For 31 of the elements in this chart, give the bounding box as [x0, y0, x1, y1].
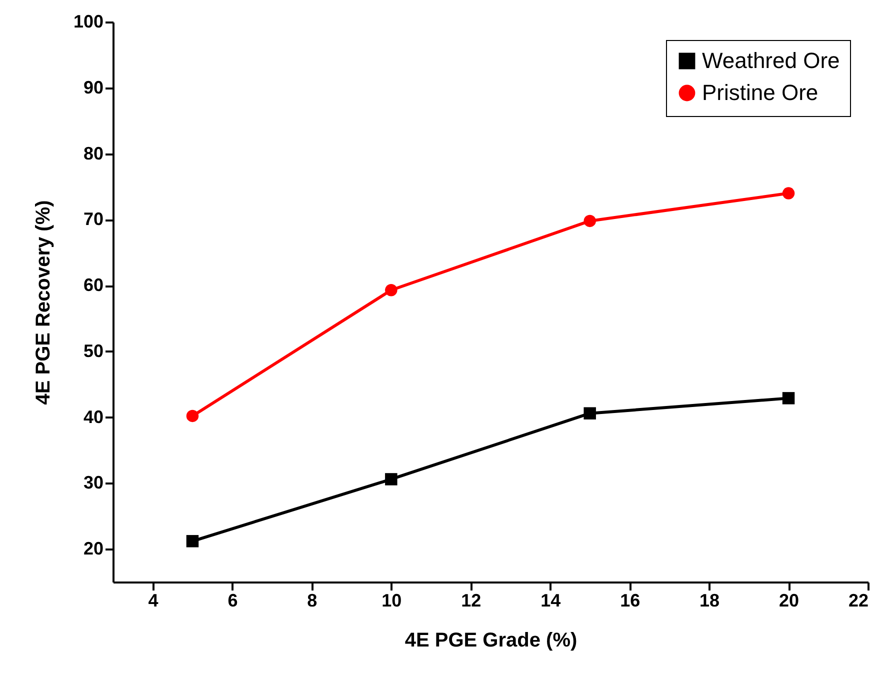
y-tick-label: 60 — [83, 275, 104, 296]
point — [385, 284, 398, 296]
y-tick-label: 70 — [83, 209, 104, 230]
point — [186, 535, 199, 548]
y-tick-label: 40 — [83, 406, 104, 427]
x-tick-label: 22 — [848, 590, 868, 610]
point — [186, 410, 199, 422]
y-tick-label: 100 — [73, 12, 104, 32]
y-axis-title: 4E PGE Recovery (%) — [32, 200, 54, 405]
x-axis-title: 4E PGE Grade (%) — [404, 630, 578, 652]
x-tick-label: 8 — [307, 590, 318, 610]
x-tick-label: 20 — [779, 590, 800, 610]
y-tick-label: 90 — [83, 77, 104, 98]
x-tick-label: 14 — [540, 590, 561, 610]
y-tick-label: 20 — [83, 538, 104, 559]
point — [782, 392, 795, 404]
x-tick-label: 18 — [700, 590, 720, 610]
point — [782, 187, 795, 200]
y-tick-label: 80 — [83, 143, 104, 164]
point — [584, 214, 596, 228]
y-tick-label: 50 — [83, 340, 104, 361]
y-tick-label: 30 — [83, 472, 104, 493]
x-tick-label: 6 — [228, 590, 238, 610]
legend-label: Pristine Ore — [702, 80, 818, 105]
point — [584, 407, 596, 420]
x-tick-label: 12 — [461, 590, 482, 610]
x-tick-label: 16 — [620, 590, 640, 610]
x-tick-label: 4 — [148, 590, 158, 610]
x-tick-label: 10 — [382, 590, 402, 610]
legend-label: Weathred Ore — [702, 48, 840, 73]
point — [385, 473, 398, 486]
